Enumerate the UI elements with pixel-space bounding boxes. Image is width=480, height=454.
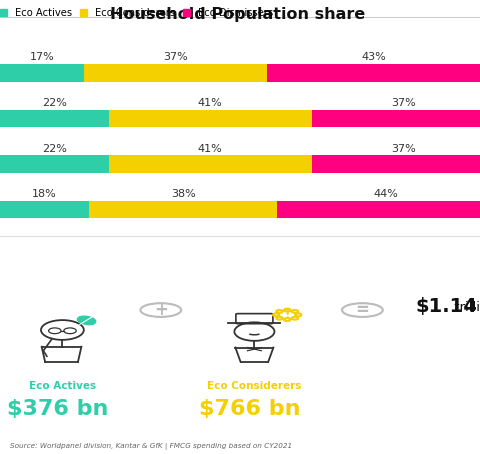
Bar [84,64,267,82]
Text: $766 bn: $766 bn [199,399,300,419]
Circle shape [295,313,301,316]
Text: Source: Worldpanel division, Kantar & GfK | FMCG spending based on CY2021: Source: Worldpanel division, Kantar & Gf… [10,443,292,449]
Circle shape [276,310,283,313]
Text: 41%: 41% [198,98,223,108]
Text: 37%: 37% [391,143,416,153]
Text: 43%: 43% [361,53,386,63]
Text: 22%: 22% [42,143,67,153]
Circle shape [276,317,283,320]
Text: 22%: 22% [42,98,67,108]
Text: 37%: 37% [391,98,416,108]
Text: 38%: 38% [171,189,195,199]
Circle shape [292,317,298,320]
Bar [0,201,89,218]
Text: 37%: 37% [163,53,188,63]
Text: 41%: 41% [198,143,223,153]
Text: 17%: 17% [30,53,54,63]
Text: trillion: trillion [450,301,480,314]
Text: =: = [356,301,369,319]
Text: Eco Actives: Eco Actives [29,381,96,391]
Legend: Eco Actives, Eco Considerers, Eco Dismissers: Eco Actives, Eco Considerers, Eco Dismis… [0,9,274,19]
Bar [109,110,312,127]
Text: Eco Considerers: Eco Considerers [207,381,301,391]
Bar [0,110,109,127]
Bar [89,201,277,218]
Text: !: ! [285,308,290,321]
Ellipse shape [277,311,297,319]
Circle shape [273,313,279,316]
Text: Household Population share: Household Population share [110,7,365,22]
Circle shape [292,310,298,313]
Bar [0,155,109,173]
Ellipse shape [140,303,181,317]
Text: 18%: 18% [32,189,57,199]
Bar [277,201,480,218]
Bar [267,64,480,82]
Bar [312,155,480,173]
Text: 44%: 44% [373,189,398,199]
Text: $1.14: $1.14 [415,297,477,316]
Circle shape [284,309,290,311]
Text: $376 bn: $376 bn [7,399,108,419]
Ellipse shape [77,316,96,325]
Bar [0,64,84,82]
Bar [109,155,312,173]
Circle shape [284,318,290,321]
Bar [312,110,480,127]
Ellipse shape [342,303,383,317]
Text: +: + [154,301,168,319]
